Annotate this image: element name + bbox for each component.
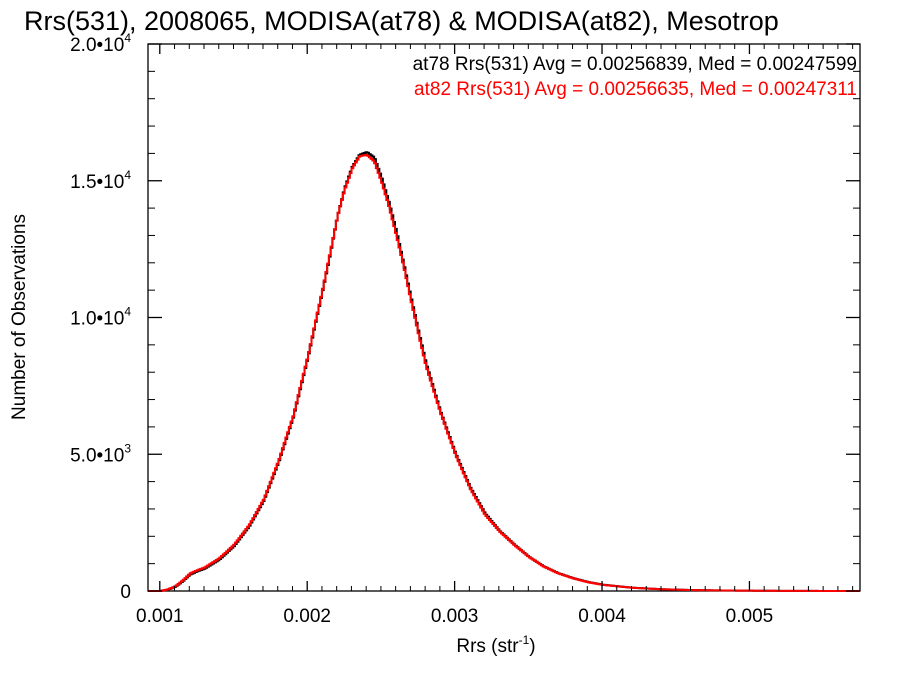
plot-frame <box>147 43 861 592</box>
series-line-0 <box>148 151 860 592</box>
x-axis-label-main: Rrs (str <box>456 636 519 657</box>
x-tick-label: 0.003 <box>431 606 479 627</box>
x-tick-label: 0.002 <box>283 606 331 627</box>
x-axis-label: Rrs (str-1) <box>456 633 535 657</box>
series-1 <box>148 153 860 592</box>
y-tick-label: 5.0•103 <box>70 441 131 466</box>
x-axis-label-close: ) <box>529 636 535 657</box>
y-tick-label: 1.0•104 <box>70 305 131 330</box>
y-tick-label: 1.5•104 <box>70 168 131 193</box>
x-tick-label: 0.005 <box>726 606 774 627</box>
plot-area: 0.001 0.002 0.003 0.004 0.005 0 5.0•103 1.0•104… <box>70 31 861 627</box>
x-axis-label-exp: -1 <box>519 633 530 647</box>
tick-layer: 0.001 0.002 0.003 0.004 0.005 0 5.0•103 1.0•104… <box>70 31 860 627</box>
chart-title: Rrs(531), 2008065, MODISA(at78) & MODISA… <box>24 6 779 36</box>
x-tick-label: 0.004 <box>578 606 626 627</box>
y-axis-label: Number of Observations <box>9 214 30 420</box>
annotation-at82: at82 Rrs(531) Avg = 0.00256635, Med = 0.… <box>414 79 857 100</box>
annotation-at78: at78 Rrs(531) Avg = 0.00256839, Med = 0.… <box>413 54 857 75</box>
series-0 <box>148 151 860 592</box>
y-tick-label: 0 <box>120 582 131 603</box>
series-layer <box>148 151 860 592</box>
series-line-1 <box>148 153 860 592</box>
x-tick-label: 0.001 <box>136 606 184 627</box>
y-tick-label: 2.0•104 <box>70 31 131 56</box>
